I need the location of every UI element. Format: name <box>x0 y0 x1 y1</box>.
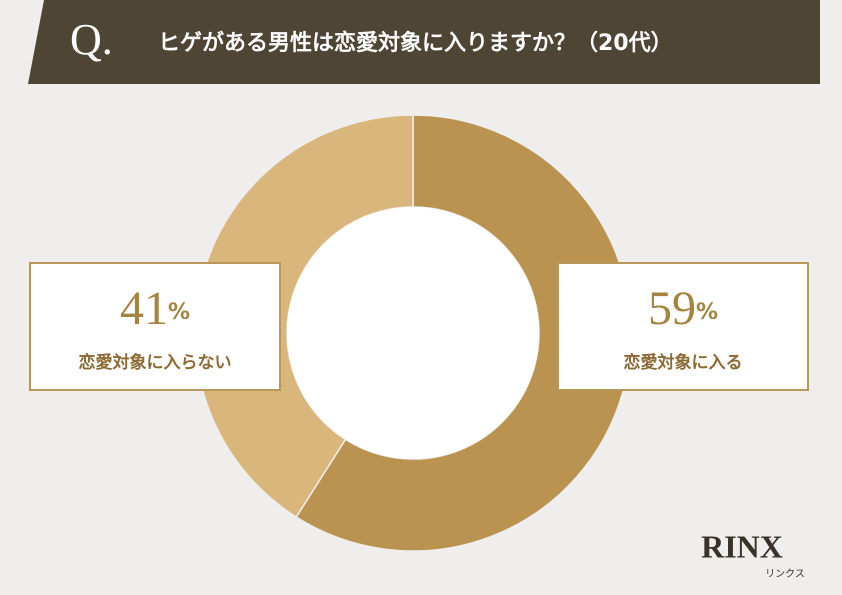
label-box: 59% 恋愛対象に入る <box>557 262 809 391</box>
category-label: 恋愛対象に入らない <box>79 352 232 373</box>
value-unit: % <box>168 300 190 325</box>
value-number: 59 <box>648 282 696 335</box>
donut: 59% 恋愛対象に入る 41% 恋愛対象に入らない <box>29 114 809 552</box>
value-label: 59% <box>648 282 718 335</box>
logo: RINX リンクス <box>701 528 805 580</box>
label-box-frame <box>29 262 281 391</box>
label-box-frame <box>557 262 809 391</box>
header-band <box>28 0 820 84</box>
chart-title: ヒゲがある男性は恋愛対象に入りますか？（20代） <box>158 30 673 56</box>
badge: Q. <box>70 15 113 64</box>
category-label: 恋愛対象に入る <box>624 352 743 373</box>
value-unit: % <box>696 300 718 325</box>
label-box: 41% 恋愛対象に入らない <box>29 262 281 391</box>
value-label: 41% <box>120 282 190 335</box>
value-number: 41 <box>120 282 168 335</box>
donut-hole <box>287 207 539 459</box>
logo-kana: リンクス <box>765 568 805 580</box>
logo-name: RINX <box>701 528 783 564</box>
